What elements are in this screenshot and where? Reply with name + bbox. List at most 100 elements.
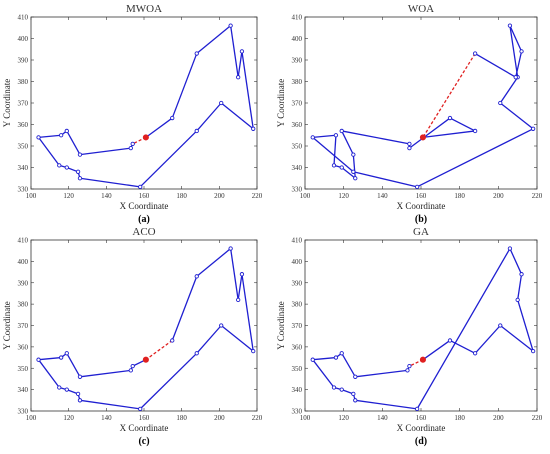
route-segment bbox=[38, 134, 62, 139]
y-tick-label: 410 bbox=[292, 14, 303, 22]
panel-caption: (a) bbox=[138, 214, 150, 225]
city-point bbox=[58, 133, 64, 138]
city-point bbox=[194, 274, 199, 279]
route-segment bbox=[196, 102, 222, 132]
city-point bbox=[170, 115, 175, 121]
y-tick-label: 360 bbox=[18, 121, 29, 129]
y-tick-label: 350 bbox=[292, 143, 303, 151]
start-city-point bbox=[142, 356, 149, 363]
x-tick-label: 120 bbox=[63, 192, 74, 200]
x-tick-label: 140 bbox=[377, 192, 388, 200]
city-point bbox=[75, 169, 81, 174]
x-tick-label: 160 bbox=[416, 192, 427, 200]
route-segment bbox=[515, 51, 523, 78]
x-tick-label: 180 bbox=[454, 414, 465, 422]
city-point bbox=[351, 169, 356, 174]
city-point bbox=[58, 355, 64, 360]
route-segment bbox=[341, 352, 356, 378]
x-tick-label: 220 bbox=[532, 414, 543, 422]
city-point bbox=[507, 246, 513, 251]
x-tick-label: 140 bbox=[377, 414, 388, 422]
city-point bbox=[519, 49, 524, 54]
x-tick-label: 180 bbox=[176, 192, 187, 200]
y-tick-label: 400 bbox=[18, 35, 29, 43]
city-point bbox=[128, 368, 133, 373]
route-segment bbox=[509, 25, 519, 78]
city-point bbox=[331, 163, 337, 168]
route-segment-dashed bbox=[145, 339, 173, 361]
city-point bbox=[507, 23, 513, 28]
city-point bbox=[472, 128, 478, 134]
chart-title: WOA bbox=[408, 3, 434, 15]
y-tick-label: 350 bbox=[292, 365, 303, 373]
y-tick-label: 340 bbox=[292, 386, 303, 394]
city-point bbox=[138, 184, 143, 190]
route-segment bbox=[229, 25, 239, 78]
city-point bbox=[130, 363, 135, 369]
city-point bbox=[194, 51, 199, 56]
start-city-point bbox=[142, 134, 149, 141]
y-tick-label: 360 bbox=[292, 121, 303, 129]
route-segment bbox=[196, 248, 232, 277]
y-tick-label: 360 bbox=[292, 343, 303, 351]
city-point bbox=[77, 152, 83, 157]
route-segment bbox=[229, 248, 239, 300]
route-segment bbox=[139, 352, 198, 410]
x-axis-label: X Coordinate bbox=[120, 201, 169, 211]
city-point bbox=[530, 348, 536, 354]
city-point bbox=[64, 165, 69, 170]
x-tick-label: 220 bbox=[252, 414, 263, 422]
city-point bbox=[219, 323, 224, 328]
route-segment bbox=[499, 324, 534, 352]
y-tick-label: 370 bbox=[292, 100, 303, 108]
route-segment bbox=[499, 102, 534, 130]
city-point bbox=[519, 272, 524, 277]
route-segment bbox=[241, 274, 254, 352]
route-segment bbox=[79, 399, 141, 410]
city-point bbox=[239, 272, 245, 277]
city-point bbox=[339, 128, 344, 134]
chart-title: GA bbox=[413, 226, 429, 238]
x-tick-label: 200 bbox=[214, 414, 225, 422]
route-segment bbox=[196, 325, 222, 354]
city-point bbox=[331, 385, 337, 390]
y-tick-label: 330 bbox=[292, 186, 303, 194]
city-point bbox=[339, 165, 344, 170]
x-tick-label: 200 bbox=[493, 414, 504, 422]
y-tick-label: 330 bbox=[292, 408, 303, 416]
x-axis-label: X Coordinate bbox=[397, 423, 446, 433]
route-segment bbox=[422, 130, 476, 139]
chart-title: ACO bbox=[132, 226, 155, 238]
route-segment bbox=[220, 324, 254, 352]
city-point bbox=[498, 100, 503, 106]
route-segment bbox=[355, 399, 418, 410]
city-point bbox=[228, 246, 233, 251]
city-point bbox=[472, 51, 478, 56]
route-segment bbox=[352, 154, 356, 179]
city-point bbox=[405, 368, 410, 373]
y-tick-label: 390 bbox=[292, 57, 303, 65]
route-segment bbox=[341, 130, 410, 145]
city-point bbox=[310, 357, 315, 362]
city-point bbox=[64, 351, 69, 356]
city-point bbox=[472, 351, 478, 356]
x-tick-label: 180 bbox=[176, 414, 187, 422]
x-tick-label: 220 bbox=[252, 192, 263, 200]
route-segment bbox=[145, 117, 173, 138]
y-tick-label: 380 bbox=[18, 301, 29, 309]
route-segment bbox=[196, 25, 232, 55]
route-segment bbox=[341, 166, 356, 179]
city-point bbox=[194, 128, 199, 134]
chart-title: MWOA bbox=[126, 3, 162, 15]
city-point bbox=[339, 387, 344, 392]
city-point bbox=[128, 145, 133, 151]
route-segment bbox=[237, 51, 243, 78]
y-tick-label: 340 bbox=[292, 164, 303, 172]
route-segment bbox=[312, 136, 354, 173]
y-tick-label: 410 bbox=[292, 237, 303, 245]
city-point bbox=[75, 391, 81, 397]
y-tick-label: 380 bbox=[292, 301, 303, 309]
y-axis-label: Y Coordinate bbox=[276, 79, 286, 127]
route-segment bbox=[139, 130, 198, 188]
